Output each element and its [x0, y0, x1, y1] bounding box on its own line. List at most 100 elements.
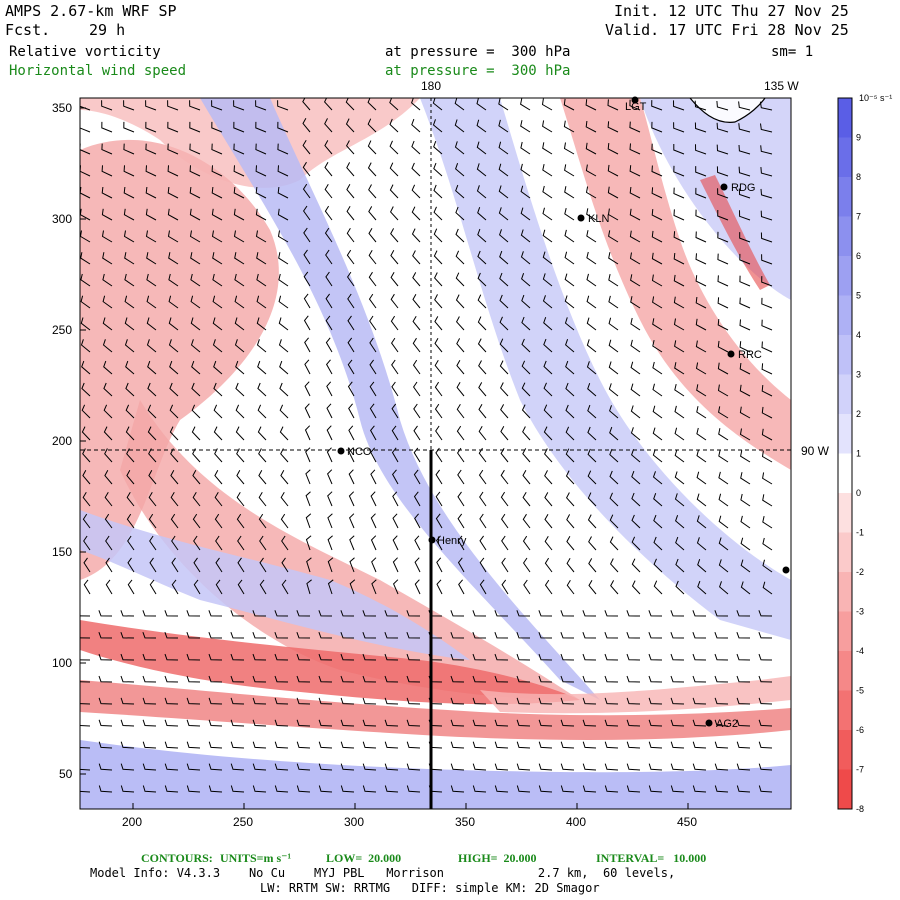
- wind-barb: [696, 515, 707, 529]
- field-2-name: Horizontal wind speed: [9, 63, 187, 79]
- wind-barb: [670, 675, 685, 683]
- wind-barb: [761, 450, 773, 463]
- wind-barb: [692, 785, 707, 793]
- wind-barb: [349, 579, 356, 595]
- colorbar-swatch: [838, 295, 852, 336]
- wind-barb: [673, 318, 685, 331]
- wind-barb: [538, 610, 553, 617]
- wind-barb: [538, 697, 553, 705]
- wind-barb: [126, 470, 135, 485]
- wind-barb: [170, 491, 179, 507]
- wind-barb: [326, 381, 333, 397]
- wind-barb: [325, 337, 333, 353]
- wind-barb: [758, 610, 773, 617]
- wind-barb: [716, 144, 729, 155]
- wind-barb: [673, 296, 685, 309]
- wind-barb: [670, 719, 685, 727]
- wind-barb: [281, 557, 289, 573]
- wind-barb: [279, 360, 289, 375]
- wind-barb: [626, 675, 641, 683]
- wind-barb: [498, 163, 509, 177]
- wind-barb: [718, 428, 729, 441]
- wind-barb: [436, 579, 443, 595]
- wind-barb: [538, 675, 553, 683]
- wind-barb: [126, 448, 135, 463]
- wind-barb: [626, 741, 641, 749]
- wind-barb: [740, 515, 751, 529]
- wind-barb: [610, 580, 619, 595]
- wind-barb: [230, 763, 245, 771]
- wind-barb: [145, 100, 157, 111]
- wind-barb: [673, 122, 685, 133]
- wind-barb: [761, 385, 773, 397]
- wind-barb: [565, 448, 575, 463]
- wind-barb: [80, 659, 91, 661]
- wind-barb: [208, 719, 223, 727]
- wind-barb: [478, 469, 487, 485]
- wind-barb: [347, 293, 355, 309]
- wind-barb: [717, 188, 729, 199]
- wind-barb: [362, 653, 377, 661]
- wind-barb: [675, 536, 685, 551]
- wind-barb: [80, 615, 91, 617]
- wind-barb: [186, 653, 201, 661]
- wind-barb: [457, 513, 465, 529]
- wind-barb: [233, 230, 245, 243]
- wind-barb: [760, 232, 773, 243]
- wind-barb: [170, 470, 179, 485]
- wind-barb: [211, 100, 223, 111]
- wind-barb: [692, 697, 707, 705]
- wind-barb: [414, 557, 421, 573]
- wind-barb: [520, 251, 531, 265]
- wind-barb: [585, 99, 597, 111]
- wind-barb: [433, 250, 443, 265]
- wind-barb: [472, 719, 487, 727]
- wind-barb: [522, 557, 531, 573]
- wind-barb: [384, 741, 399, 749]
- wind-barb: [538, 763, 553, 771]
- wind-barb: [456, 403, 465, 419]
- wind-barb: [631, 492, 641, 507]
- wind-barb: [101, 230, 113, 243]
- wind-barb: [564, 273, 575, 287]
- colorbar-label: -4: [856, 646, 864, 656]
- station-label-kln: KLN: [588, 213, 609, 225]
- wind-barb: [318, 697, 333, 705]
- wind-barb: [391, 381, 399, 397]
- wind-barb: [146, 273, 157, 287]
- wind-barb: [740, 450, 751, 463]
- wind-barb: [171, 557, 179, 573]
- wind-barb: [302, 161, 311, 177]
- wind-barb: [389, 140, 399, 155]
- wind-barb: [434, 381, 443, 397]
- wind-barb: [389, 162, 399, 177]
- wind-barb: [652, 449, 663, 463]
- wind-barb: [412, 359, 421, 375]
- wind-barb: [147, 382, 157, 397]
- wind-barb: [362, 675, 377, 683]
- wind-barb: [234, 252, 245, 265]
- wind-barb: [738, 188, 751, 199]
- wind-barb: [167, 100, 179, 111]
- wind-barb: [296, 719, 311, 727]
- wind-barb: [521, 404, 531, 419]
- wind-barb: [714, 785, 729, 793]
- wind-barb: [516, 697, 531, 705]
- wind-barb: [104, 513, 113, 529]
- wind-barb: [123, 230, 135, 243]
- wind-barb: [433, 184, 443, 199]
- wind-barb: [564, 317, 575, 331]
- wind-barb: [257, 382, 267, 397]
- wind-barb: [123, 186, 135, 199]
- wind-barb: [125, 382, 135, 397]
- wind-barb: [500, 491, 509, 507]
- wind-barb: [739, 406, 751, 419]
- wind-barb: [739, 428, 751, 441]
- wind-barb: [476, 98, 487, 111]
- wind-barb: [255, 186, 267, 199]
- wind-barb: [390, 293, 399, 309]
- wind-barb: [412, 337, 421, 353]
- wind-barb: [714, 741, 729, 749]
- wind-barb: [368, 228, 377, 243]
